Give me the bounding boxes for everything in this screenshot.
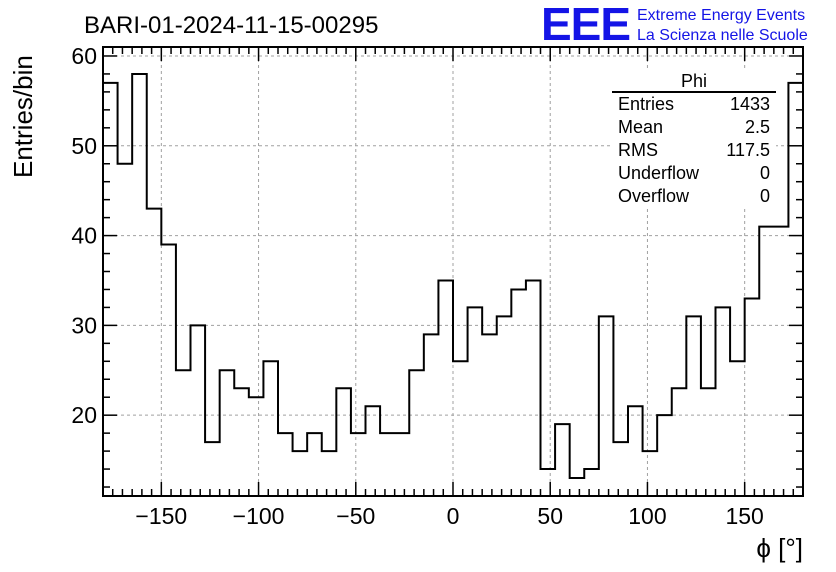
histogram-bin [161, 245, 176, 496]
histogram-bin [220, 370, 235, 496]
eee-logo-line1: Extreme Energy Events [637, 7, 805, 24]
histogram-bin [628, 406, 643, 496]
histogram-bin [613, 442, 628, 496]
histogram-bin [468, 307, 483, 496]
stats-row-label: Underflow [618, 163, 700, 183]
histogram-bin [118, 164, 133, 496]
stats-box-rows: Entries 1433 Mean 2.5 RMS 117.5 Underflow 0 Over… [618, 94, 770, 206]
eee-logo: EEE Extreme Energy Events La Scienza nel… [541, 0, 808, 50]
histogram-bin [657, 415, 672, 496]
histogram-bin [643, 451, 658, 496]
histogram-bin [716, 307, 731, 496]
x-tick-label: −150 [135, 503, 187, 529]
histogram-bin [424, 334, 439, 496]
y-axis-label: Entries/bin [8, 55, 38, 178]
histogram-bin [234, 388, 249, 496]
histogram-bin [176, 370, 191, 496]
axis-ticks [103, 47, 803, 496]
stats-row-value: 0 [760, 186, 770, 206]
x-axis-label: ϕ [°] [756, 533, 803, 563]
stats-row-label: Overflow [618, 186, 690, 206]
x-tick-label: 50 [537, 503, 563, 529]
histogram-line [103, 72, 803, 480]
histogram-step-line [103, 72, 803, 496]
histogram-bin [511, 289, 526, 496]
stats-row-value: 117.5 [726, 140, 770, 160]
histogram-bin [205, 442, 220, 496]
histogram-bin [686, 316, 701, 496]
y-tick-label: 60 [71, 43, 97, 69]
histogram-bin [526, 280, 541, 496]
histogram-bin [701, 388, 716, 496]
stats-box: Phi Entries 1433 Mean 2.5 RMS 117.5 Underflow 0… [612, 68, 776, 208]
histogram-bin [497, 316, 512, 496]
stats-row-value: 0 [760, 163, 770, 183]
x-tick-label: 100 [628, 503, 666, 529]
histogram-bin [278, 433, 293, 496]
histogram-bin [774, 227, 789, 496]
stats-row-label: Mean [618, 117, 663, 137]
histogram-bin [322, 451, 337, 496]
histogram-bin [672, 388, 687, 496]
x-tick-label: −100 [233, 503, 285, 529]
histogram-bin [336, 388, 351, 496]
histogram-bin [438, 280, 453, 496]
histogram-bin [249, 397, 264, 496]
histogram-bin [745, 298, 760, 496]
histogram-bin [366, 406, 381, 496]
stats-row-value: 2.5 [745, 117, 770, 137]
eee-logo-line2: La Scienza nelle Scuole [637, 27, 808, 44]
histogram-bin [555, 424, 570, 496]
stats-box-name: Phi [681, 71, 707, 91]
y-tick-label: 30 [71, 312, 97, 338]
histogram-bin [351, 433, 366, 496]
histogram-bin [395, 433, 410, 496]
x-tick-label: −50 [336, 503, 375, 529]
histogram-bin [263, 361, 278, 496]
histogram-bin [453, 361, 468, 496]
chart-title: BARI-01-2024-11-15-00295 [84, 12, 378, 39]
histogram-bin [132, 74, 147, 496]
histogram-bin [759, 227, 774, 496]
x-tick-label: 0 [447, 503, 460, 529]
x-tick-label: 150 [725, 503, 763, 529]
eee-logo-mark: EEE [541, 0, 630, 50]
y-tick-label: 20 [71, 402, 97, 428]
histogram-bin [541, 469, 556, 496]
histogram-bin [380, 433, 395, 496]
histogram-bin [293, 451, 308, 496]
histogram-bin [570, 478, 585, 496]
histogram-bin [191, 325, 206, 496]
stats-row-label: Entries [618, 94, 674, 114]
histogram-bin [482, 334, 497, 496]
stats-row-value: 1433 [730, 94, 770, 114]
histogram-bin [730, 361, 745, 496]
y-tick-label: 50 [71, 133, 97, 159]
stats-row-label: RMS [618, 140, 658, 160]
tick-labels: −150 −100 −50 0 50 100 150 20 30 40 50 60 [71, 43, 763, 529]
histogram-bin [599, 316, 614, 496]
y-tick-label: 40 [71, 223, 97, 249]
histogram-bin [584, 469, 599, 496]
histogram-bin [307, 433, 322, 496]
histogram-bin [147, 209, 162, 496]
histogram-bin [409, 370, 424, 496]
